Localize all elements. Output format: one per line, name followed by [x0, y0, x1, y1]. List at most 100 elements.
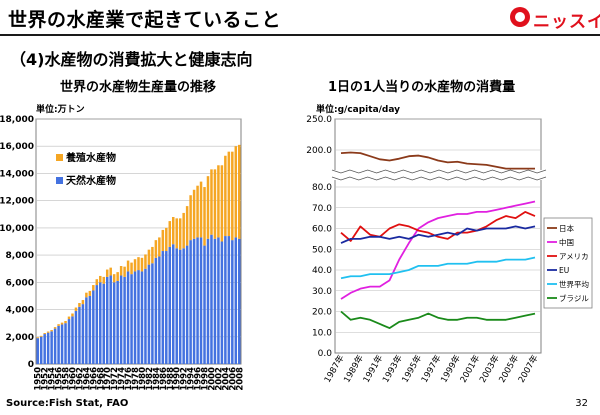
- bar-aquaculture: [78, 303, 81, 307]
- source-note: Source:Fish Stat, FAO: [6, 398, 129, 409]
- x-tick-label: 1976: [124, 367, 134, 391]
- bar-aquaculture: [81, 300, 85, 305]
- bar-capture: [116, 280, 119, 364]
- legend-label: 世界平均: [559, 279, 589, 289]
- bar-capture: [206, 238, 210, 364]
- y-tick-label: 16,000: [0, 142, 34, 152]
- bar-aquaculture: [123, 266, 126, 277]
- bar-capture: [144, 268, 147, 364]
- y-tick-label: 0: [28, 360, 34, 370]
- x-tick-label: 1996: [194, 367, 204, 391]
- x-tick-label: 1970: [103, 367, 113, 391]
- bar-capture: [171, 244, 175, 364]
- bar-aquaculture: [199, 181, 203, 238]
- legend-label: EU: [559, 266, 569, 275]
- bar-capture: [130, 274, 133, 364]
- y-tick-label: 14,000: [0, 169, 34, 179]
- bar-capture: [112, 282, 116, 364]
- bar-capture: [154, 257, 158, 364]
- bar-capture: [81, 304, 85, 364]
- series-line-日本: [340, 151, 535, 170]
- bar-capture: [71, 316, 74, 364]
- y-tick-label: 18,000: [0, 115, 34, 125]
- bar-capture: [99, 282, 102, 364]
- x-tick-label: 1982: [145, 367, 155, 391]
- x-tick-label: 1962: [75, 367, 85, 391]
- bar-capture: [185, 245, 189, 364]
- bar-aquaculture: [192, 189, 196, 239]
- bar-capture: [189, 240, 192, 364]
- bar-capture: [175, 248, 178, 364]
- bar-capture: [234, 237, 238, 364]
- bar-aquaculture: [147, 249, 151, 265]
- bar-aquaculture: [217, 165, 220, 238]
- bar-capture: [147, 264, 151, 364]
- bar-capture: [95, 285, 99, 364]
- y-tick-label: 10,000: [0, 224, 34, 234]
- bar-capture: [123, 276, 126, 364]
- x-tick-label: 1994: [187, 367, 197, 391]
- bar-aquaculture: [53, 327, 57, 329]
- legend-label: 日本: [559, 223, 574, 233]
- legend-box: [543, 217, 593, 309]
- bar-capture: [36, 338, 39, 364]
- bar-capture: [50, 331, 53, 364]
- bar-aquaculture: [133, 259, 137, 272]
- bar-aquaculture: [60, 322, 64, 325]
- x-tick-label: 1998: [201, 367, 211, 391]
- bar-aquaculture: [95, 279, 99, 286]
- bar-aquaculture: [227, 151, 231, 237]
- bar-capture: [126, 271, 130, 364]
- x-tick-label: 2007年: [516, 353, 541, 385]
- x-tick-label: 1964: [82, 367, 92, 391]
- bar-capture: [213, 238, 217, 364]
- bar-capture: [199, 237, 203, 364]
- y-tick-label: 2,000: [6, 333, 34, 343]
- bar-capture: [231, 240, 234, 364]
- x-tick-label: 1952: [41, 367, 51, 391]
- bar-aquaculture: [224, 155, 227, 237]
- bar-aquaculture: [88, 290, 92, 296]
- bar-aquaculture: [112, 274, 116, 283]
- bar-aquaculture: [105, 269, 109, 277]
- x-tick-label: 1974: [117, 367, 127, 391]
- bar-aquaculture: [46, 331, 50, 333]
- bar-aquaculture: [154, 240, 158, 258]
- bar-capture: [168, 246, 172, 364]
- bar-capture: [196, 237, 199, 364]
- bar-capture: [109, 275, 112, 364]
- bar-capture: [105, 276, 109, 364]
- bar-capture: [165, 251, 168, 364]
- bar-aquaculture: [64, 320, 67, 324]
- bar-aquaculture: [130, 262, 133, 275]
- bar-capture: [57, 325, 60, 364]
- bar-capture: [102, 283, 106, 364]
- y-tick-label: 8,000: [6, 251, 34, 261]
- bar-capture: [92, 290, 95, 364]
- bar-aquaculture: [185, 206, 189, 246]
- y-tick-label: 250.0: [306, 115, 332, 125]
- y-tick-label: 4,000: [6, 306, 34, 316]
- bar-aquaculture: [50, 330, 53, 332]
- bar-aquaculture: [74, 307, 78, 311]
- x-tick-label: 1958: [62, 367, 72, 391]
- series-line-EU: [340, 225, 536, 244]
- bar-aquaculture: [161, 229, 165, 252]
- consumption-chart-title: 1日の1人当りの水産物の消費量: [328, 80, 516, 95]
- x-tick-label: 1960: [68, 367, 78, 391]
- bar-capture: [140, 271, 144, 364]
- production-chart: 0 2,000 4,000 6,000 8,000 10,000 12,000 14,000 1…: [0, 115, 245, 391]
- production-unit-label: 単位:万トン: [36, 105, 85, 115]
- bar-capture: [137, 270, 140, 364]
- x-tick-label: 2004: [221, 367, 231, 391]
- bar-aquaculture: [168, 221, 172, 247]
- bar-aquaculture: [238, 144, 241, 239]
- bar-aquaculture: [213, 169, 217, 239]
- x-tick-label: 1988: [166, 367, 176, 391]
- production-chart-title: 世界の水産物生産量の推移: [60, 80, 217, 95]
- x-tick-label: 2008: [235, 367, 245, 391]
- bar-aquaculture: [71, 313, 74, 317]
- logo-mark-icon: [510, 7, 530, 27]
- bar-capture: [182, 248, 185, 364]
- bar-aquaculture: [92, 285, 95, 291]
